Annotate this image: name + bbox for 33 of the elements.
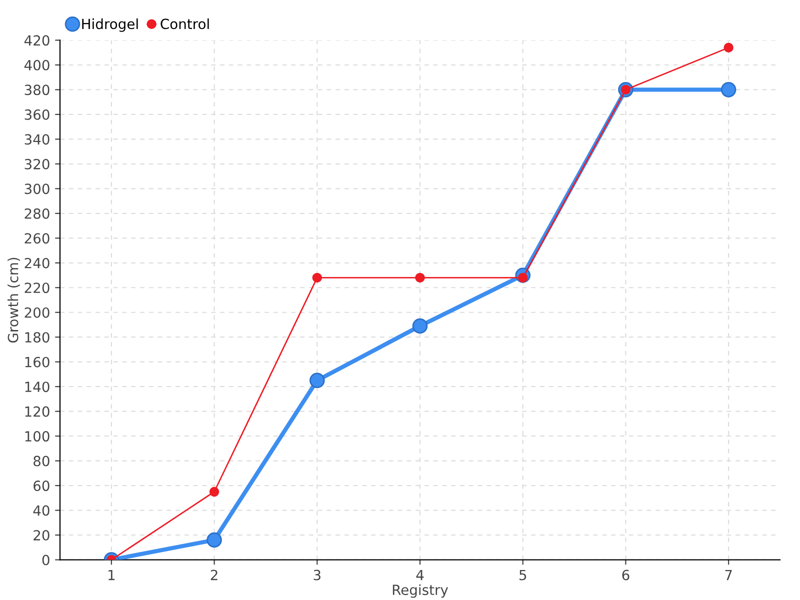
y-tick-label: 360 bbox=[24, 109, 50, 120]
x-tick-label: 3 bbox=[314, 570, 320, 580]
y-tick-label: 260 bbox=[24, 233, 50, 244]
y-tick-label: 60 bbox=[34, 480, 50, 492]
y-tick-label: 160 bbox=[25, 356, 50, 368]
y-tick-label: 20 bbox=[34, 530, 50, 541]
legend-label: Hidrogel bbox=[82, 18, 138, 32]
y-tick-label: 380 bbox=[24, 84, 50, 96]
y-tick-label: 40 bbox=[33, 505, 50, 516]
y-tick-label: 320 bbox=[24, 158, 50, 170]
y-tick-label: 240 bbox=[24, 258, 50, 268]
y-tick-label: 420 bbox=[24, 35, 50, 46]
y-tick-label: 300 bbox=[24, 184, 50, 194]
y-tick-label: 0 bbox=[42, 554, 50, 566]
y-tick-label: 180 bbox=[25, 332, 50, 343]
legend-label: Control bbox=[160, 18, 209, 30]
x-tick-label: 6 bbox=[622, 570, 630, 580]
x-tick-label: 7 bbox=[725, 570, 732, 580]
y-tick-label: 200 bbox=[24, 307, 50, 318]
x-tick-label: 1 bbox=[108, 570, 115, 580]
y-tick-label: 220 bbox=[24, 282, 50, 294]
y-tick-label: 120 bbox=[25, 406, 50, 417]
y-tick-label: 340 bbox=[24, 134, 50, 145]
x-axis-title: Registry bbox=[392, 584, 448, 598]
y-tick-label: 280 bbox=[24, 208, 50, 219]
y-tick-label: 100 bbox=[25, 431, 50, 442]
y-axis-title: Growth (cm) bbox=[8, 258, 20, 343]
y-tick-label: 140 bbox=[25, 382, 50, 392]
x-tick-label: 5 bbox=[520, 570, 526, 580]
y-tick-label: 400 bbox=[24, 60, 50, 70]
x-tick-label: 2 bbox=[210, 570, 218, 580]
y-tick-label: 80 bbox=[34, 456, 50, 466]
x-tick-label: 4 bbox=[416, 570, 424, 580]
